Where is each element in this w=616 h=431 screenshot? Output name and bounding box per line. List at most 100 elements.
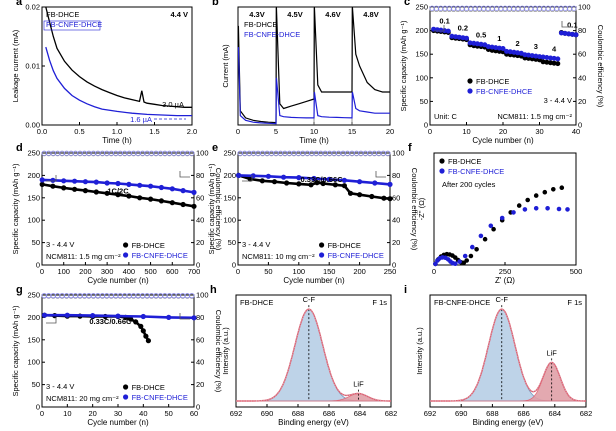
y2-tick-label: 20 [392, 238, 400, 247]
x-axis-label: Cycle number (n) [283, 276, 345, 285]
x-tick-label: 50 [164, 409, 172, 418]
x-tick-label: 60 [190, 409, 198, 418]
capacity-marker-black [369, 193, 375, 200]
capacity-marker-black [104, 190, 110, 196]
y-tick-label: 0 [36, 261, 40, 270]
y-tick-label: 0 [424, 121, 428, 130]
cycles-label: After 200 cycles [442, 180, 496, 189]
axis-arrow-left [46, 175, 57, 182]
capacity-marker-black [169, 200, 175, 206]
x-tick-label: 686 [517, 409, 530, 418]
legend-marker-blue [123, 252, 129, 258]
x-tick-label: 0.5 [74, 127, 84, 136]
x-tick-label: 688 [292, 409, 305, 418]
axis-arrow-left [434, 25, 445, 32]
impedance-marker-black [461, 260, 467, 266]
capacity-marker-black [115, 192, 121, 198]
y-tick-label: 100 [27, 216, 40, 225]
capacity-marker-black [341, 183, 347, 189]
x-tick-label: 692 [230, 409, 243, 418]
y-tick-label: 0.01 [25, 62, 40, 71]
legend-marker-black [123, 242, 129, 248]
x-tick-label: 0 [432, 267, 436, 276]
impedance-marker-blue [488, 223, 494, 229]
x-tick-label: 100 [293, 267, 306, 276]
series-line-blue [237, 47, 390, 125]
y-tick-label: 50 [32, 380, 40, 389]
legend-label: FB-CNFE-DHCE [132, 251, 188, 260]
voltage-window-label: 3 - 4.4 V [46, 240, 74, 249]
voltage-window-label: 3 - 4.4 V [242, 240, 270, 249]
legend-label: FB-CNFE-DHCE [448, 167, 504, 176]
ce-marker-blue [571, 5, 577, 11]
capacity-marker-black [320, 180, 326, 187]
legend-label: FB-DHCE [328, 241, 361, 250]
panel-d: d0 100 200 300 400 500 600 70005010015020025002… [11, 142, 223, 285]
capacity-marker-black [381, 195, 387, 201]
capacity-marker-black [283, 180, 290, 186]
capacity-marker-blue [115, 180, 121, 187]
capacity-marker-black [145, 338, 151, 344]
x-tick-label: 10 [63, 409, 71, 418]
legend-label: FB-CNFE-DHCE [476, 87, 532, 96]
rate-label: 0.2 [458, 24, 468, 33]
y-tick-label: 0 [36, 403, 40, 412]
axis-arrow-right [179, 171, 190, 178]
y2-tick-label: 80 [392, 171, 400, 180]
y2-tick-label: 60 [392, 193, 400, 202]
y-tick-label: 0 [232, 261, 236, 270]
legend-marker-blue [467, 88, 473, 94]
capacity-marker-black [555, 61, 561, 67]
loading-label: NCM811: 1.5 mg cm⁻² [46, 252, 121, 261]
y-axis-label: Specific capacity (mAh g⁻¹) [11, 305, 20, 397]
impedance-marker-blue [469, 244, 475, 250]
x-tick-label: 1.5 [149, 127, 159, 136]
panel-letter: i [404, 284, 407, 296]
impedance-marker-black [542, 189, 548, 195]
x-tick-label: 50 [264, 267, 272, 276]
plot-frame [429, 294, 587, 408]
capacity-marker-blue [296, 175, 302, 181]
impedance-marker-blue [478, 233, 484, 239]
panel-letter: d [16, 142, 23, 154]
y2-tick-label: 80 [578, 26, 586, 35]
sample-title: FB-CNFE-DHCE [434, 298, 490, 307]
series-line-black [237, 6, 390, 124]
legend-label: FB-CNFE-DHCE [328, 251, 384, 260]
legend-label: FB-CNFE-DHCE [244, 30, 300, 39]
y2-tick-label: 40 [578, 73, 586, 82]
y2-tick-label: 40 [196, 216, 204, 225]
capacity-marker-blue [326, 176, 332, 182]
y2-tick-label: 0 [392, 261, 396, 270]
loading-label: NCM811: 10 mg cm⁻² [242, 252, 315, 261]
legend-marker-black [319, 242, 325, 248]
impedance-marker-blue [545, 206, 550, 211]
peak-label: C-F [303, 295, 316, 304]
x-tick-label: 10 [462, 127, 470, 136]
step-voltage-label: 4.8V [363, 10, 378, 19]
x-tick-label: 5 [274, 127, 278, 136]
rate-label: 2 [516, 39, 520, 48]
x-tick-label: 40 [139, 409, 147, 418]
legend-label: FB-DHCE [132, 241, 165, 250]
rate-condition-label: 0.33C/0.66C [301, 175, 344, 184]
y-tick-label: 100 [27, 358, 40, 367]
y-tick-label: 200 [415, 26, 428, 35]
panel-letter: h [210, 284, 217, 296]
panel-h: h 692 690 688 686 684 682 Binding energy (eV) In… [210, 284, 397, 427]
capacity-marker-black [180, 201, 186, 208]
x-axis-label: Z' (Ω) [495, 276, 515, 285]
impedance-marker-blue [499, 215, 505, 221]
impedance-marker-blue [457, 259, 462, 264]
capacity-marker-blue [463, 35, 469, 41]
x-axis-label: Binding energy (eV) [278, 418, 349, 427]
y-tick-label: 150 [27, 335, 40, 344]
panel-i: i 692 690 688 686 684 682 Binding energy (eV) In… [404, 284, 592, 427]
y-tick-label: 250 [27, 291, 40, 300]
y-tick-label: 50 [228, 238, 236, 247]
x-tick-label: 200 [353, 267, 366, 276]
y-tick-label: 150 [223, 193, 236, 202]
capacity-marker-black [259, 178, 265, 184]
impedance-marker-blue [433, 261, 438, 267]
y2-tick-label: 80 [196, 313, 204, 322]
